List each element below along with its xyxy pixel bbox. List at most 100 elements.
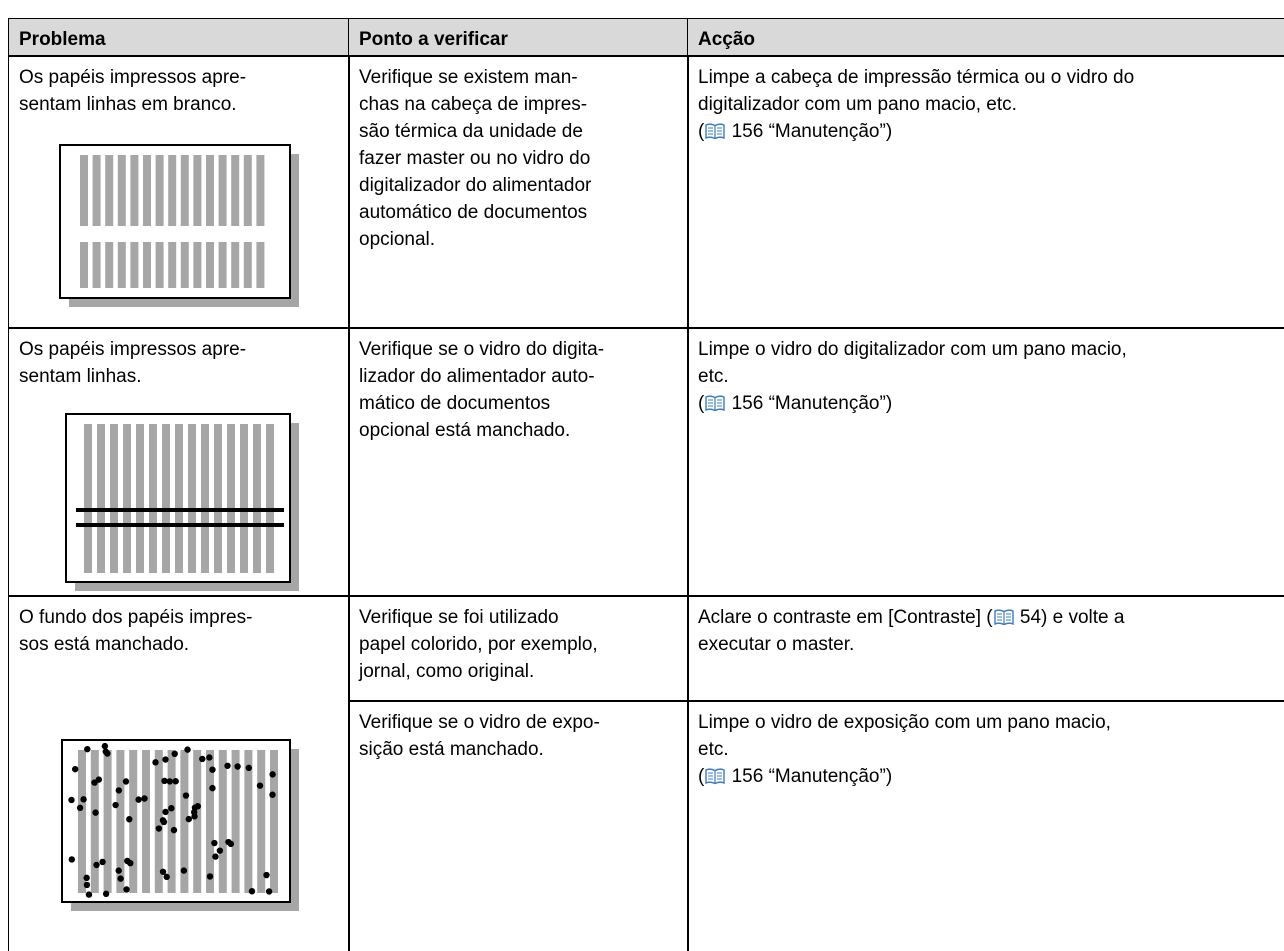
dot (172, 778, 179, 785)
dot (152, 759, 159, 766)
stripe (243, 242, 252, 288)
check-cell: Verifique se foi utilizado papel colorido… (348, 595, 689, 702)
stripe (253, 424, 261, 573)
header-cell: Problema (8, 18, 350, 57)
stripe (206, 750, 214, 893)
action-cell: Limpe o vidro do digitalizador com um pa… (687, 327, 1284, 597)
stripe (130, 155, 139, 226)
stripe (193, 750, 202, 893)
stripe (92, 242, 101, 288)
text-line: papel colorido, por exemplo, (359, 634, 598, 655)
text-line: Os papéis impressos apre- (19, 339, 247, 360)
dot (212, 853, 219, 860)
check-cell: Verifique se existem man-chas na cabeça … (348, 55, 689, 329)
dot (68, 796, 75, 804)
text-line: jornal, como original. (359, 661, 535, 682)
dot (159, 868, 167, 875)
stripe (123, 424, 131, 573)
text-line: ( 156 “Manutenção”) (698, 763, 1275, 790)
dot (115, 787, 123, 794)
dot (225, 838, 232, 846)
text-line: Limpe o vidro de exposição com um pano m… (698, 712, 1111, 733)
stripe (103, 750, 112, 893)
stripe (136, 424, 144, 573)
dot (117, 875, 124, 882)
dot (112, 801, 119, 809)
stripe (143, 155, 151, 226)
header-cell: Acção (687, 18, 1284, 57)
stripe (162, 424, 170, 573)
dot (206, 873, 214, 880)
dot (168, 804, 175, 812)
text-line: Os papéis impressos apre- (19, 67, 247, 88)
dot (83, 874, 90, 882)
header-cell: Ponto a verificar (348, 18, 689, 57)
text-line: ( 156 “Manutenção”) (698, 118, 1275, 145)
stripe (97, 424, 105, 573)
text-line: fazer master ou no vidro do (359, 148, 591, 169)
stripe (201, 424, 209, 573)
text-line: Verifique se o vidro do digita- (359, 339, 605, 360)
dot (180, 867, 188, 874)
stripe (142, 750, 150, 893)
dot (84, 745, 91, 753)
stripe (154, 750, 163, 893)
text-line: Verifique se o vidro de expo- (359, 712, 600, 733)
dot (185, 815, 193, 823)
dot (256, 782, 264, 789)
book-icon (705, 395, 726, 412)
book-icon (705, 123, 726, 140)
text-line: Verifique se existem man- (359, 67, 578, 88)
text-line: digitalizador do alimentador (359, 175, 592, 196)
dot (171, 750, 178, 758)
dot (163, 873, 170, 881)
action-cell: Limpe a cabeça de impressão térmica ou o… (687, 55, 1284, 329)
reference: 156 “Manutenção”) (726, 766, 893, 787)
stripe (149, 424, 157, 573)
dot (206, 754, 213, 761)
stripe (256, 155, 265, 226)
stripe (231, 155, 240, 226)
stripe (84, 424, 92, 573)
dot (209, 784, 216, 792)
dot (141, 795, 148, 802)
text-line: sos está manchado. (19, 634, 190, 655)
stripe (180, 750, 189, 893)
stripe (105, 242, 114, 288)
dot (161, 777, 168, 785)
dot (126, 816, 133, 823)
stripe (167, 750, 176, 893)
dot (209, 766, 216, 773)
dot (102, 890, 110, 898)
stripe (155, 242, 164, 288)
dot (102, 748, 109, 755)
dot (170, 826, 178, 834)
text-line: opcional está manchado. (359, 420, 571, 441)
dot (76, 804, 84, 812)
text-line: sição está manchado. (359, 739, 544, 760)
stripe (206, 242, 214, 288)
dot (80, 796, 87, 803)
reference: 156 “Manutenção”) (726, 121, 893, 142)
stripe (193, 242, 202, 288)
book-icon (993, 609, 1014, 626)
stripe (180, 242, 189, 288)
dot (124, 857, 131, 865)
text-line: lizador do alimentador auto- (359, 366, 595, 387)
dot (166, 778, 173, 785)
dot (71, 765, 79, 773)
stripe (117, 155, 126, 226)
text-line: mático de documentos (359, 393, 551, 414)
stripe (244, 750, 253, 893)
stripe (130, 242, 139, 288)
text-line: sentam linhas. (19, 366, 142, 387)
dot (162, 808, 169, 816)
stripe (218, 750, 227, 893)
text-line: Verifique se foi utilizado (359, 607, 559, 628)
stripe (218, 242, 227, 288)
dot (135, 796, 142, 803)
dot (122, 778, 130, 785)
text: ( (698, 121, 705, 142)
